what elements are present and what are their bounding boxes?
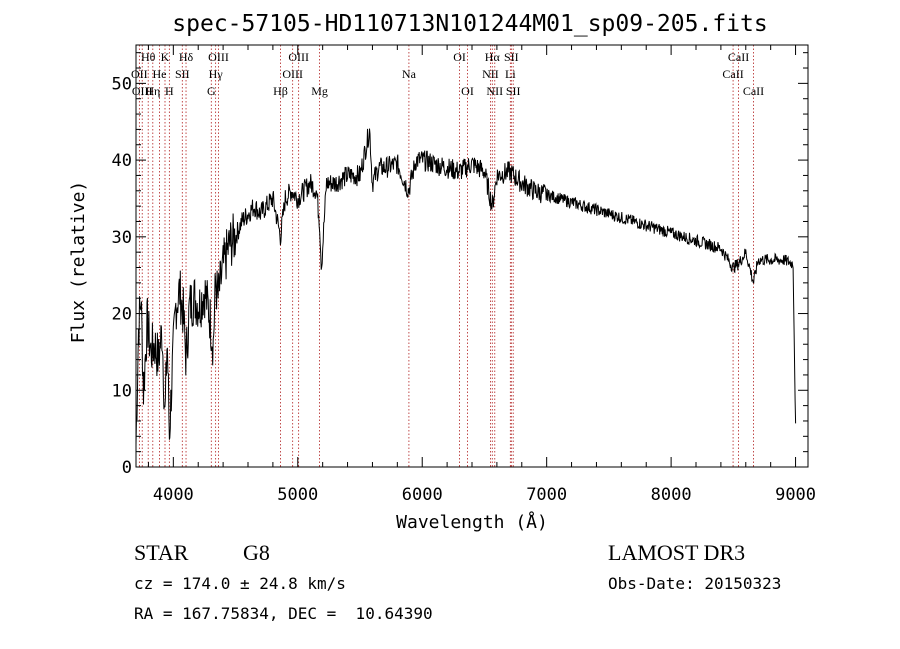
subclass: G8 [243,540,270,565]
y-tick-label-1: 10 [112,381,132,401]
line-label-5: K [161,50,170,64]
x-tick-label-5: 9000 [775,485,816,505]
object-class: STAR [134,540,189,565]
line-label-7: SII [175,67,190,81]
y-tick-label-5: 50 [112,74,132,94]
line-label-4: He [153,67,167,81]
spectrum-chart: spec-57105-HD110713N101244M01_sp09-205.f… [68,11,816,533]
line-label-24: SII [506,84,521,98]
spectrum-line [135,128,797,445]
line-label-3: Hη [145,84,160,98]
plot-frame [135,44,809,468]
obs-date: Obs-Date: 20150323 [608,574,782,593]
line-label-16: Na [402,67,417,81]
line-label-12: Hβ [273,84,288,98]
y-axis-label: Flux (relative) [68,181,89,344]
line-label-15: Mg [311,84,328,98]
y-axis: 0 10 20 30 40 50 [112,52,808,478]
line-label-19: Hα [485,50,501,64]
x-tick-label-3: 7000 [526,485,567,505]
line-label-13: OIII [288,50,309,64]
coordinates: RA = 167.75834, DEC = 10.64390 [134,604,433,623]
y-tick-label-2: 20 [112,305,132,325]
x-tick-label-1: 5000 [277,485,318,505]
x-axis: 4000 5000 6000 7000 8000 9000 [147,45,816,505]
y-tick-label-3: 30 [112,228,132,248]
line-label-2: OIII [132,84,153,98]
line-label-10: Hγ [209,67,224,81]
line-label-6: H [165,84,174,98]
survey-name: LAMOST DR3 [608,540,746,565]
y-tick-label-0: 0 [122,458,132,478]
line-label-21: NII [486,84,503,98]
line-label-22: SII [504,50,519,64]
line-label-8: Hδ [179,50,194,64]
line-label-23: Li [505,67,516,81]
line-label-11: G [207,84,216,98]
line-label-20: NII [482,67,499,81]
y-tick-label-4: 40 [112,151,132,171]
line-label-17: OI [453,50,466,64]
line-label-1: OII [131,67,148,81]
x-tick-label-0: 4000 [153,485,194,505]
line-label-25: CaII [728,50,749,64]
x-tick-label-4: 8000 [651,485,692,505]
x-tick-label-2: 6000 [402,485,443,505]
line-label-26: CaII [722,67,743,81]
line-label-18: OI [461,84,474,98]
spectral-line-markers [138,45,754,467]
line-label-9: OIII [208,50,229,64]
redshift: cz = 174.0 ± 24.8 km/s [134,574,346,593]
line-label-27: CaII [743,84,764,98]
chart-title: spec-57105-HD110713N101244M01_sp09-205.f… [172,11,767,37]
line-label-14: OIII [282,67,303,81]
line-label-0: Hθ [141,50,156,64]
x-axis-label: Wavelength (Å) [396,511,548,533]
